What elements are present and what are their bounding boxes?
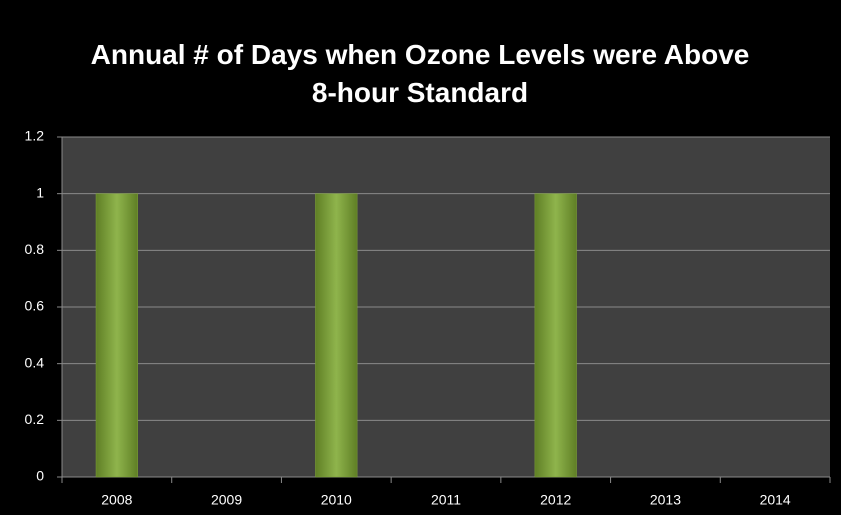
x-tick-label: 2008 bbox=[101, 492, 132, 508]
bar bbox=[315, 193, 358, 478]
y-tick-label: 0 bbox=[36, 468, 44, 484]
x-tick-label: 2013 bbox=[650, 492, 681, 508]
x-tick-label: 2009 bbox=[211, 492, 242, 508]
x-tick-label: 2014 bbox=[760, 492, 791, 508]
y-tick-label: 0.8 bbox=[25, 241, 45, 257]
y-tick-label: 0.4 bbox=[25, 354, 45, 370]
y-tick-label: 0.2 bbox=[25, 411, 45, 427]
y-tick-label: 1 bbox=[36, 184, 44, 200]
x-tick-label: 2011 bbox=[431, 492, 461, 508]
bar bbox=[534, 193, 577, 478]
x-tick-label: 2012 bbox=[540, 492, 571, 508]
bar bbox=[95, 193, 138, 478]
chart-title: Annual # of Days when Ozone Levels were … bbox=[90, 39, 750, 108]
y-tick-label: 1.2 bbox=[25, 128, 45, 144]
y-tick-label: 0.6 bbox=[25, 298, 45, 314]
x-tick-label: 2010 bbox=[321, 492, 352, 508]
